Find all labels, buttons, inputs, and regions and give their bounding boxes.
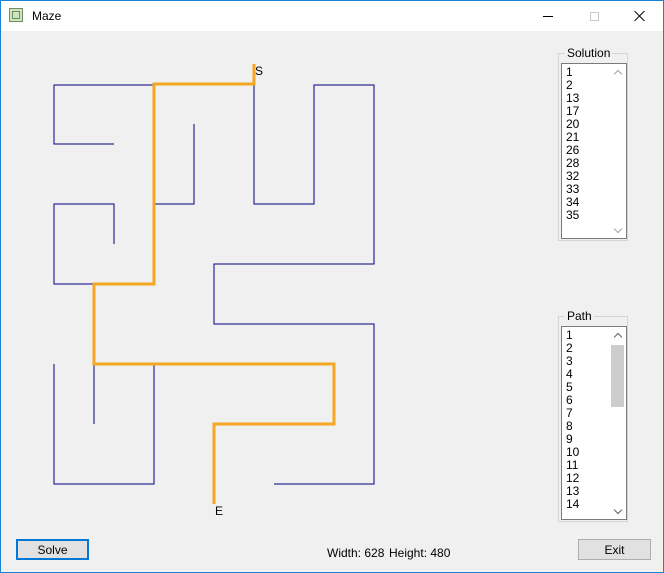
scroll-thumb[interactable]: [611, 345, 624, 407]
path-listbox[interactable]: 1 2 3 4 5 6 7 8 9 10 11 12 13 14: [561, 326, 627, 520]
list-item[interactable]: 2: [566, 78, 573, 92]
list-item[interactable]: 33: [566, 182, 580, 196]
list-item[interactable]: 9: [566, 432, 573, 446]
width-readout: Width: 628: [327, 546, 385, 560]
list-item[interactable]: 35: [566, 208, 580, 222]
list-item[interactable]: 3: [566, 354, 573, 368]
list-item[interactable]: 13: [566, 484, 580, 498]
close-button[interactable]: [617, 1, 663, 31]
maze-wall: [53, 364, 155, 485]
solution-path: [92, 64, 336, 504]
minimize-button[interactable]: [525, 1, 571, 31]
list-item[interactable]: 11: [566, 458, 579, 472]
maximize-button[interactable]: [571, 1, 617, 31]
exit-button[interactable]: Exit: [578, 539, 651, 560]
solve-button[interactable]: Solve: [16, 539, 89, 560]
list-item[interactable]: 17: [566, 104, 580, 118]
list-item[interactable]: 12: [566, 471, 580, 485]
list-item[interactable]: 14: [566, 497, 580, 511]
maximize-icon: [589, 11, 599, 21]
list-item[interactable]: 10: [566, 445, 580, 459]
list-item[interactable]: 8: [566, 419, 573, 433]
scroll-down-icon[interactable]: [609, 505, 626, 517]
close-icon: [634, 10, 646, 22]
solution-group-label: Solution: [565, 46, 613, 60]
list-item[interactable]: 32: [566, 169, 580, 183]
list-item[interactable]: 13: [566, 91, 580, 105]
title-bar[interactable]: Maze: [1, 1, 663, 31]
maze-canvas: S E: [53, 64, 375, 518]
solution-list: 1 2 13 17 20 21 26 28 32 33 34 35: [566, 66, 579, 222]
path-group-label: Path: [565, 309, 594, 323]
window-title: Maze: [32, 9, 62, 23]
list-item[interactable]: 7: [566, 406, 573, 420]
list-item[interactable]: 4: [566, 367, 573, 381]
height-readout: Height: 480: [389, 546, 451, 560]
path-group: Path 1 2 3 4 5 6 7 8 9 10 11 12 13 14: [558, 310, 628, 522]
maze-wall: [53, 84, 154, 145]
maze-wall: [213, 65, 375, 485]
list-item[interactable]: 6: [566, 393, 573, 407]
list-item[interactable]: 28: [566, 156, 580, 170]
minimize-icon: [543, 15, 553, 17]
solution-listbox[interactable]: 1 2 13 17 20 21 26 28 32 33 34 35: [561, 63, 627, 239]
list-item[interactable]: 2: [566, 341, 573, 355]
maze-icon: [9, 8, 23, 22]
list-item[interactable]: 1: [566, 328, 573, 342]
scroll-up-icon[interactable]: [609, 329, 626, 341]
list-item[interactable]: 34: [566, 195, 580, 209]
solution-scrollbar[interactable]: [609, 64, 626, 238]
list-item[interactable]: 26: [566, 143, 580, 157]
path-list: 1 2 3 4 5 6 7 8 9 10 11 12 13 14: [566, 329, 579, 511]
solution-group: Solution 1 2 13 17 20 21 26 28 32 33 34 35: [558, 47, 628, 241]
maze-wall: [154, 124, 195, 205]
list-item[interactable]: 21: [566, 130, 580, 144]
start-label: S: [255, 64, 263, 78]
end-label: E: [215, 504, 223, 518]
scroll-down-icon[interactable]: [609, 224, 626, 236]
scroll-up-icon[interactable]: [609, 66, 626, 78]
list-item[interactable]: 20: [566, 117, 580, 131]
path-scrollbar[interactable]: [609, 327, 626, 519]
list-item[interactable]: 5: [566, 380, 573, 394]
maze-wall: [53, 203, 115, 285]
list-item[interactable]: 1: [566, 65, 573, 79]
maze-walls: [53, 65, 375, 485]
